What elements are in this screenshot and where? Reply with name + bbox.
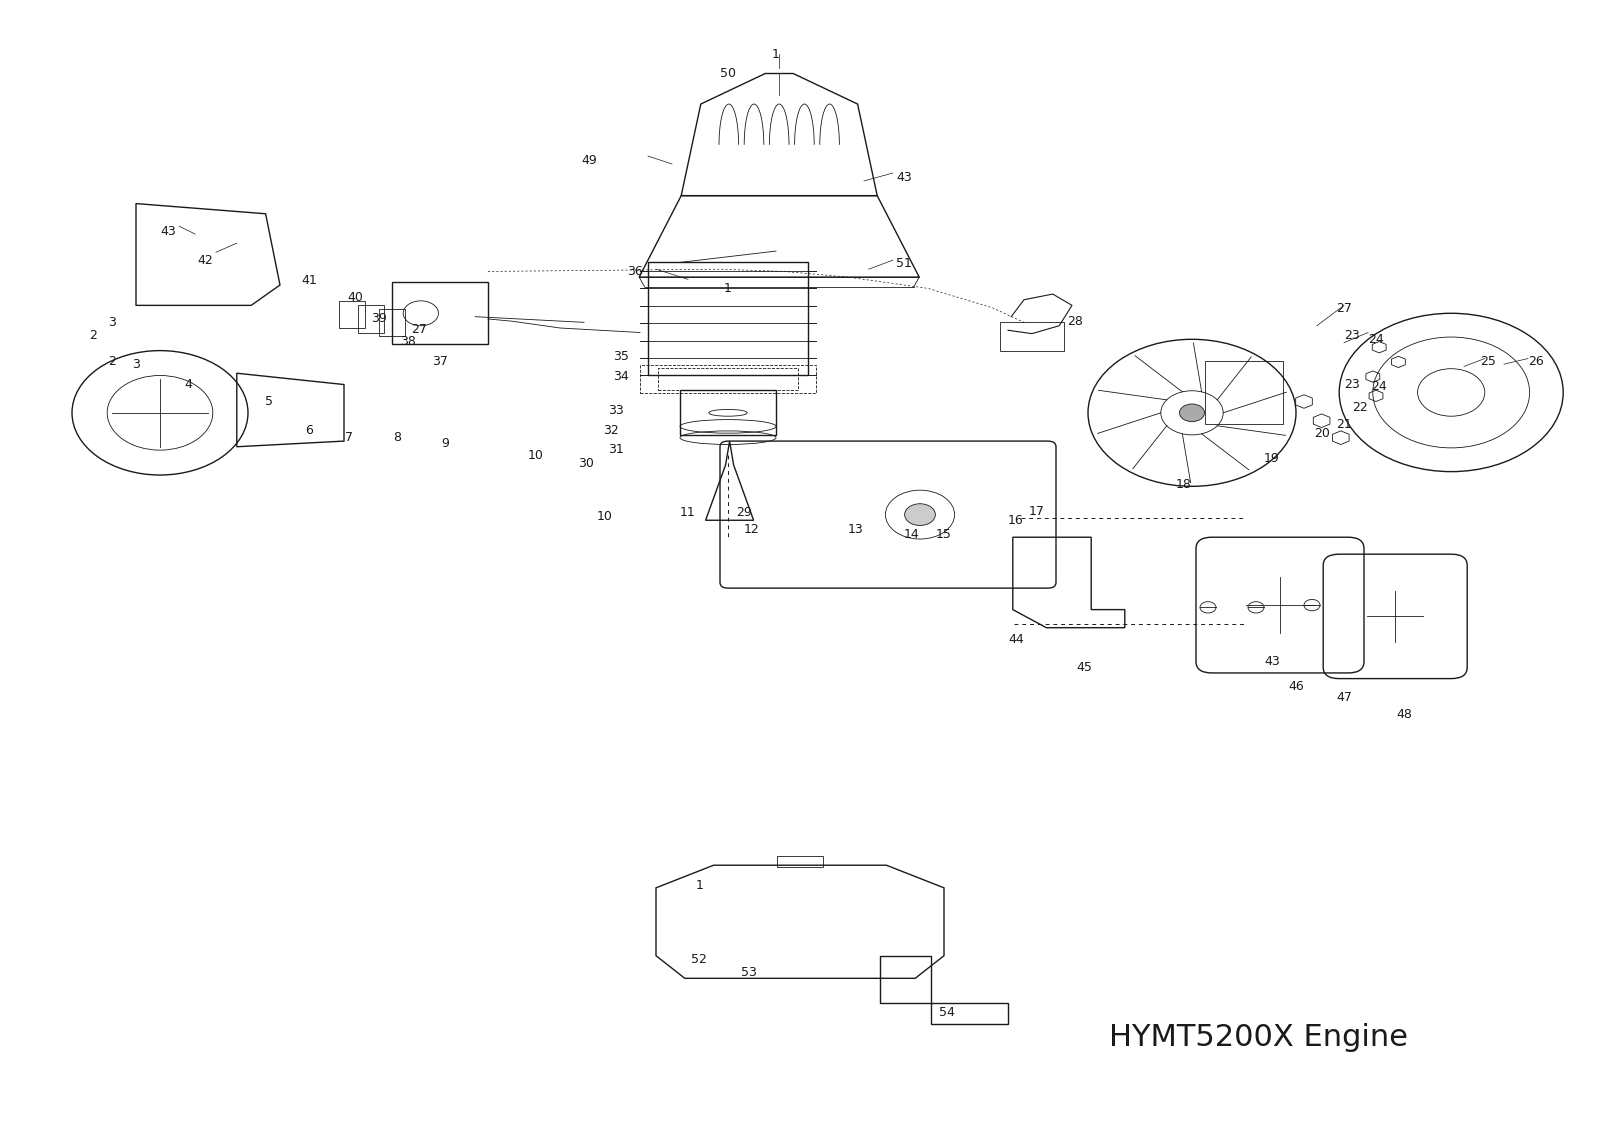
Circle shape [1179,404,1205,422]
Text: 3: 3 [133,357,139,371]
Text: 45: 45 [1077,661,1093,674]
Text: 22: 22 [1352,400,1368,414]
Bar [778,856,822,867]
Text: 54: 54 [939,1005,955,1019]
Circle shape [904,503,936,526]
Text: 4: 4 [186,378,192,391]
Text: 27: 27 [411,322,427,336]
Text: 27: 27 [1336,302,1352,316]
Text: 40: 40 [347,291,363,304]
Text: 23: 23 [1344,378,1360,391]
Text: 3: 3 [109,316,115,329]
Text: 15: 15 [936,528,952,542]
Text: 10: 10 [528,449,544,463]
Bar [358,305,384,333]
Text: 44: 44 [1008,632,1024,646]
Text: 37: 37 [432,355,448,369]
Text: 41: 41 [301,274,317,287]
Text: 46: 46 [1288,680,1304,693]
Text: 12: 12 [744,523,760,536]
Text: 25: 25 [1480,355,1496,369]
Text: 20: 20 [1314,426,1330,440]
Text: 43: 43 [1264,655,1280,668]
Text: 24: 24 [1368,333,1384,346]
Text: 39: 39 [371,312,387,326]
Bar [680,390,776,435]
Text: 2: 2 [90,329,96,343]
Text: 16: 16 [1008,513,1024,527]
Text: 49: 49 [581,154,597,167]
Text: 5: 5 [266,395,272,408]
Text: 36: 36 [627,265,643,278]
Text: 1: 1 [725,282,731,295]
Text: 35: 35 [613,349,629,363]
Text: 53: 53 [741,966,757,979]
Text: 26: 26 [1528,355,1544,369]
Text: 10: 10 [597,510,613,524]
Text: 18: 18 [1176,477,1192,491]
Text: 1: 1 [696,879,702,892]
Text: 50: 50 [720,67,736,80]
Text: 8: 8 [394,431,400,444]
Text: 23: 23 [1344,329,1360,343]
Text: 32: 32 [603,424,619,438]
Text: 30: 30 [578,457,594,470]
Text: 43: 43 [160,225,176,239]
Text: 13: 13 [848,523,864,536]
Bar [339,301,365,328]
Text: 11: 11 [680,506,696,519]
Text: 51: 51 [896,257,912,270]
Text: 47: 47 [1336,691,1352,705]
Text: 28: 28 [1067,314,1083,328]
Text: HYMT5200X Engine: HYMT5200X Engine [1109,1022,1408,1052]
Bar [648,262,808,375]
Text: 7: 7 [346,431,352,444]
Text: 21: 21 [1336,417,1352,431]
Text: 38: 38 [400,335,416,348]
Text: 48: 48 [1397,708,1413,722]
Text: 29: 29 [736,506,752,519]
Text: 34: 34 [613,370,629,383]
Text: 31: 31 [608,442,624,456]
Bar [658,368,798,390]
Text: 14: 14 [904,528,920,542]
Text: 17: 17 [1029,504,1045,518]
Text: 33: 33 [608,404,624,417]
Text: 6: 6 [306,424,312,438]
Text: 9: 9 [442,437,448,450]
Text: 43: 43 [896,171,912,184]
Bar [640,364,816,392]
Bar [379,309,405,336]
Text: 52: 52 [691,952,707,966]
Text: 24: 24 [1371,380,1387,394]
Bar [392,283,488,344]
Text: 19: 19 [1264,451,1280,465]
Text: 1: 1 [773,48,779,61]
Bar [1000,322,1064,351]
Text: 42: 42 [197,253,213,267]
Text: 2: 2 [109,355,115,369]
